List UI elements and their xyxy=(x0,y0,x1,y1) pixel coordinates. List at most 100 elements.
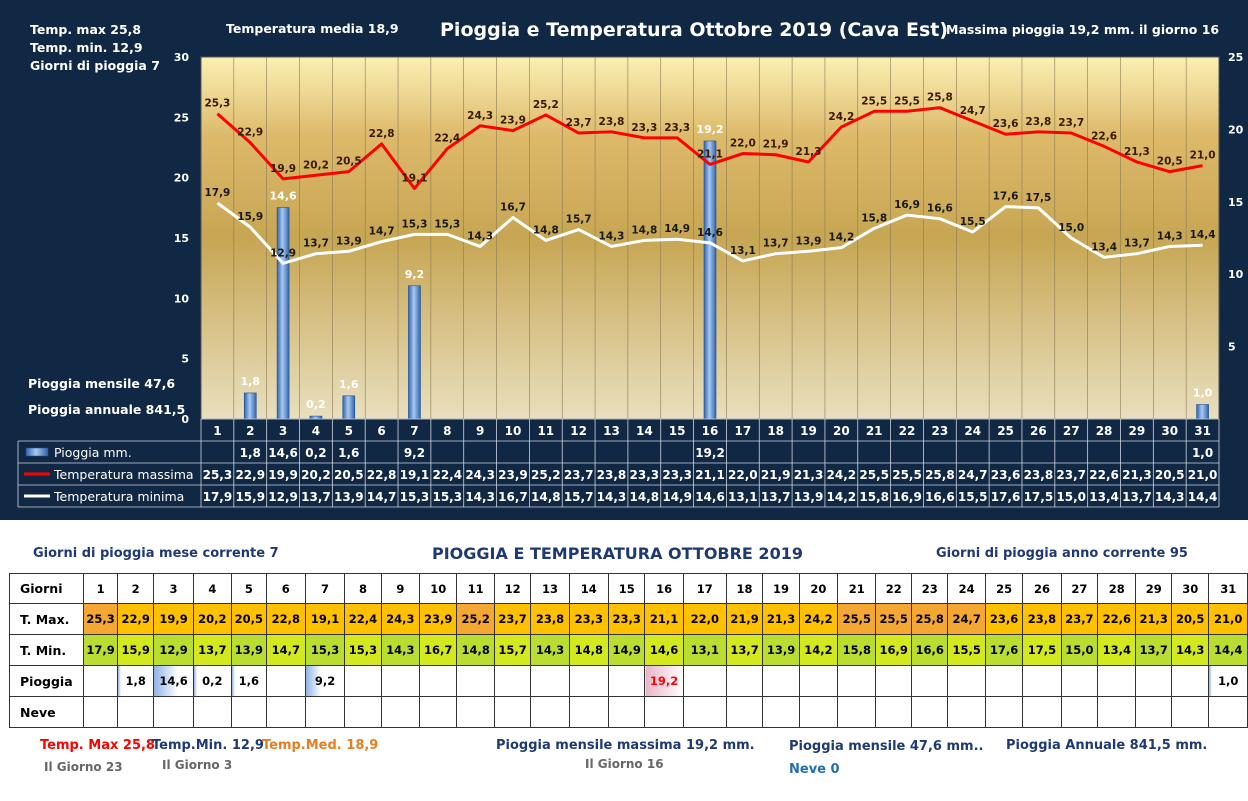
table-snow-cell xyxy=(568,696,609,728)
temp-min-summary: Temp. min. 12,9 xyxy=(30,40,143,55)
table-day-cell: 12 xyxy=(493,573,532,604)
table-tmax-value: 21,3 xyxy=(794,468,824,482)
tmin-label: 13,4 xyxy=(1091,241,1117,253)
table-tmax-cell: 25,5 xyxy=(875,603,912,635)
tmax-label: 25,5 xyxy=(894,95,920,107)
table-tmin-cell: 13,7 xyxy=(192,634,233,666)
y-right-tick: 10 xyxy=(1228,268,1244,281)
table-tmax-value: 25,5 xyxy=(859,468,889,482)
x-tick-day: 22 xyxy=(899,424,916,438)
table-row-rain: Pioggia 1,8 14,6 0,2 1,6 9,2 19,2 1,0 xyxy=(8,665,1248,697)
tmin-label: 13,7 xyxy=(303,238,329,250)
x-tick-day: 28 xyxy=(1096,424,1113,438)
table-rain-cell xyxy=(568,665,609,697)
main-chart: 1,814,60,21,69,219,21,025,322,919,9 20,2 2… xyxy=(17,51,1244,508)
table-tmax-value: 23,8 xyxy=(597,468,627,482)
table-tmin-value: 15,7 xyxy=(564,490,594,504)
tmin-label: 13,7 xyxy=(763,238,789,250)
x-tick-day: 20 xyxy=(833,424,850,438)
table-tmax-value: 19,1 xyxy=(400,468,430,482)
table-tmax-value: 25,5 xyxy=(892,468,922,482)
temp-max-footer: Temp. Max 25,8 xyxy=(40,738,155,753)
temp-min-day: Il Giorno 3 xyxy=(162,758,233,772)
row-label-tmax: T. Max. xyxy=(8,603,85,635)
temp-med-footer: Temp.Med. 18,9 xyxy=(262,738,379,753)
table-tmin-cell: 16,7 xyxy=(419,634,458,666)
table-rain-cell xyxy=(344,665,382,697)
rain-bar-label: 1,8 xyxy=(241,375,261,388)
table-snow-cell xyxy=(1060,696,1099,728)
tmax-label: 24,7 xyxy=(960,105,986,117)
table-tmax-cell: 23,6 xyxy=(984,603,1024,635)
tmax-label: 22,8 xyxy=(369,128,395,140)
tmin-label: 17,5 xyxy=(1025,192,1051,204)
y-left-tick: 30 xyxy=(174,51,190,64)
table-rain-cell xyxy=(875,665,912,697)
table-tmax-value: 24,3 xyxy=(465,468,495,482)
table-tmin-cell: 17,5 xyxy=(1022,634,1062,666)
tmin-label: 14,4 xyxy=(1190,229,1216,241)
axis-ticks: 0 5 10 15 20 25 30 5 10 15 20 25 xyxy=(174,51,1244,426)
table-snow-cell xyxy=(344,696,382,728)
table-day-cell: 5 xyxy=(231,573,267,604)
y-left-tick: 5 xyxy=(181,353,189,366)
table-tmax-cell: 25,5 xyxy=(837,603,877,635)
table-day-cell: 14 xyxy=(568,573,609,604)
table-snow-cell xyxy=(1208,696,1248,728)
table-tmax-cell: 20,5 xyxy=(231,603,267,635)
table-tmax-cell: 21,1 xyxy=(644,603,684,635)
table-day-cell: 26 xyxy=(1022,573,1062,604)
table-snow-cell xyxy=(153,696,194,728)
table-snow-cell xyxy=(837,696,877,728)
x-tick-day: 17 xyxy=(734,424,751,438)
temp-min-footer: Temp.Min. 12,9 xyxy=(152,738,264,753)
table-tmin-value: 14,3 xyxy=(465,490,495,504)
table-snow-cell xyxy=(192,696,233,728)
table-rain-cell xyxy=(1022,665,1062,697)
table-tmax-value: 23,3 xyxy=(630,468,660,482)
table-snow-cell xyxy=(530,696,570,728)
table-tmin-value: 14,2 xyxy=(827,490,857,504)
tmin-label: 13,7 xyxy=(1124,238,1150,250)
table-rain-cell xyxy=(1135,665,1173,697)
table-tmax-cell: 24,3 xyxy=(380,603,421,635)
table-snow-cell xyxy=(265,696,306,728)
table-day-cell: 30 xyxy=(1171,573,1210,604)
table-tmax-cell: 25,3 xyxy=(83,603,118,635)
table-day-cell: 25 xyxy=(984,573,1024,604)
x-tick-day: 12 xyxy=(570,424,587,438)
table-tmax-value: 25,2 xyxy=(531,468,561,482)
tmin-label: 15,3 xyxy=(401,218,427,230)
rain-year-footer: Pioggia Annuale 841,5 mm. xyxy=(1006,738,1208,753)
table-tmax-cell: 23,3 xyxy=(607,603,646,635)
tmax-label: 23,8 xyxy=(1025,116,1051,128)
temp-media-summary: Temperatura media 18,9 xyxy=(226,21,399,36)
tmin-label: 14,8 xyxy=(631,224,657,236)
tmax-label: 23,9 xyxy=(500,115,526,127)
x-tick-day: 3 xyxy=(279,424,287,438)
tmin-label: 15,8 xyxy=(861,212,887,224)
table-tmax-value: 21,0 xyxy=(1188,468,1218,482)
table-tmin-cell: 14,3 xyxy=(380,634,421,666)
max-rain-summary: Massima pioggia 19,2 mm. il giorno 16 xyxy=(946,22,1220,37)
x-tick-day: 13 xyxy=(603,424,620,438)
table-tmin-cell: 13,9 xyxy=(231,634,267,666)
x-tick-day: 31 xyxy=(1194,424,1211,438)
y-right-tick: 25 xyxy=(1228,51,1243,64)
tmax-label: 22,6 xyxy=(1091,130,1117,142)
table-tmin-value: 13,4 xyxy=(1089,490,1119,504)
table-tmax-cell: 23,9 xyxy=(419,603,458,635)
tmax-label: 25,3 xyxy=(204,98,230,110)
tmin-label: 15,0 xyxy=(1058,222,1084,234)
table-day-cell: 28 xyxy=(1097,573,1137,604)
table-tmin-cell: 16,9 xyxy=(875,634,912,666)
monthly-rain-summary: Pioggia mensile 47,6 xyxy=(28,376,176,391)
table-tmin-cell: 14,9 xyxy=(607,634,646,666)
table-row-snow: Neve xyxy=(8,696,1248,728)
table-tmin-cell: 15,7 xyxy=(493,634,532,666)
x-tick-day: 26 xyxy=(1030,424,1047,438)
table-day-cell: 4 xyxy=(192,573,233,604)
table-day-cell: 27 xyxy=(1060,573,1099,604)
table-tmax-cell: 23,8 xyxy=(530,603,570,635)
table-tmin-value: 13,7 xyxy=(1122,490,1152,504)
